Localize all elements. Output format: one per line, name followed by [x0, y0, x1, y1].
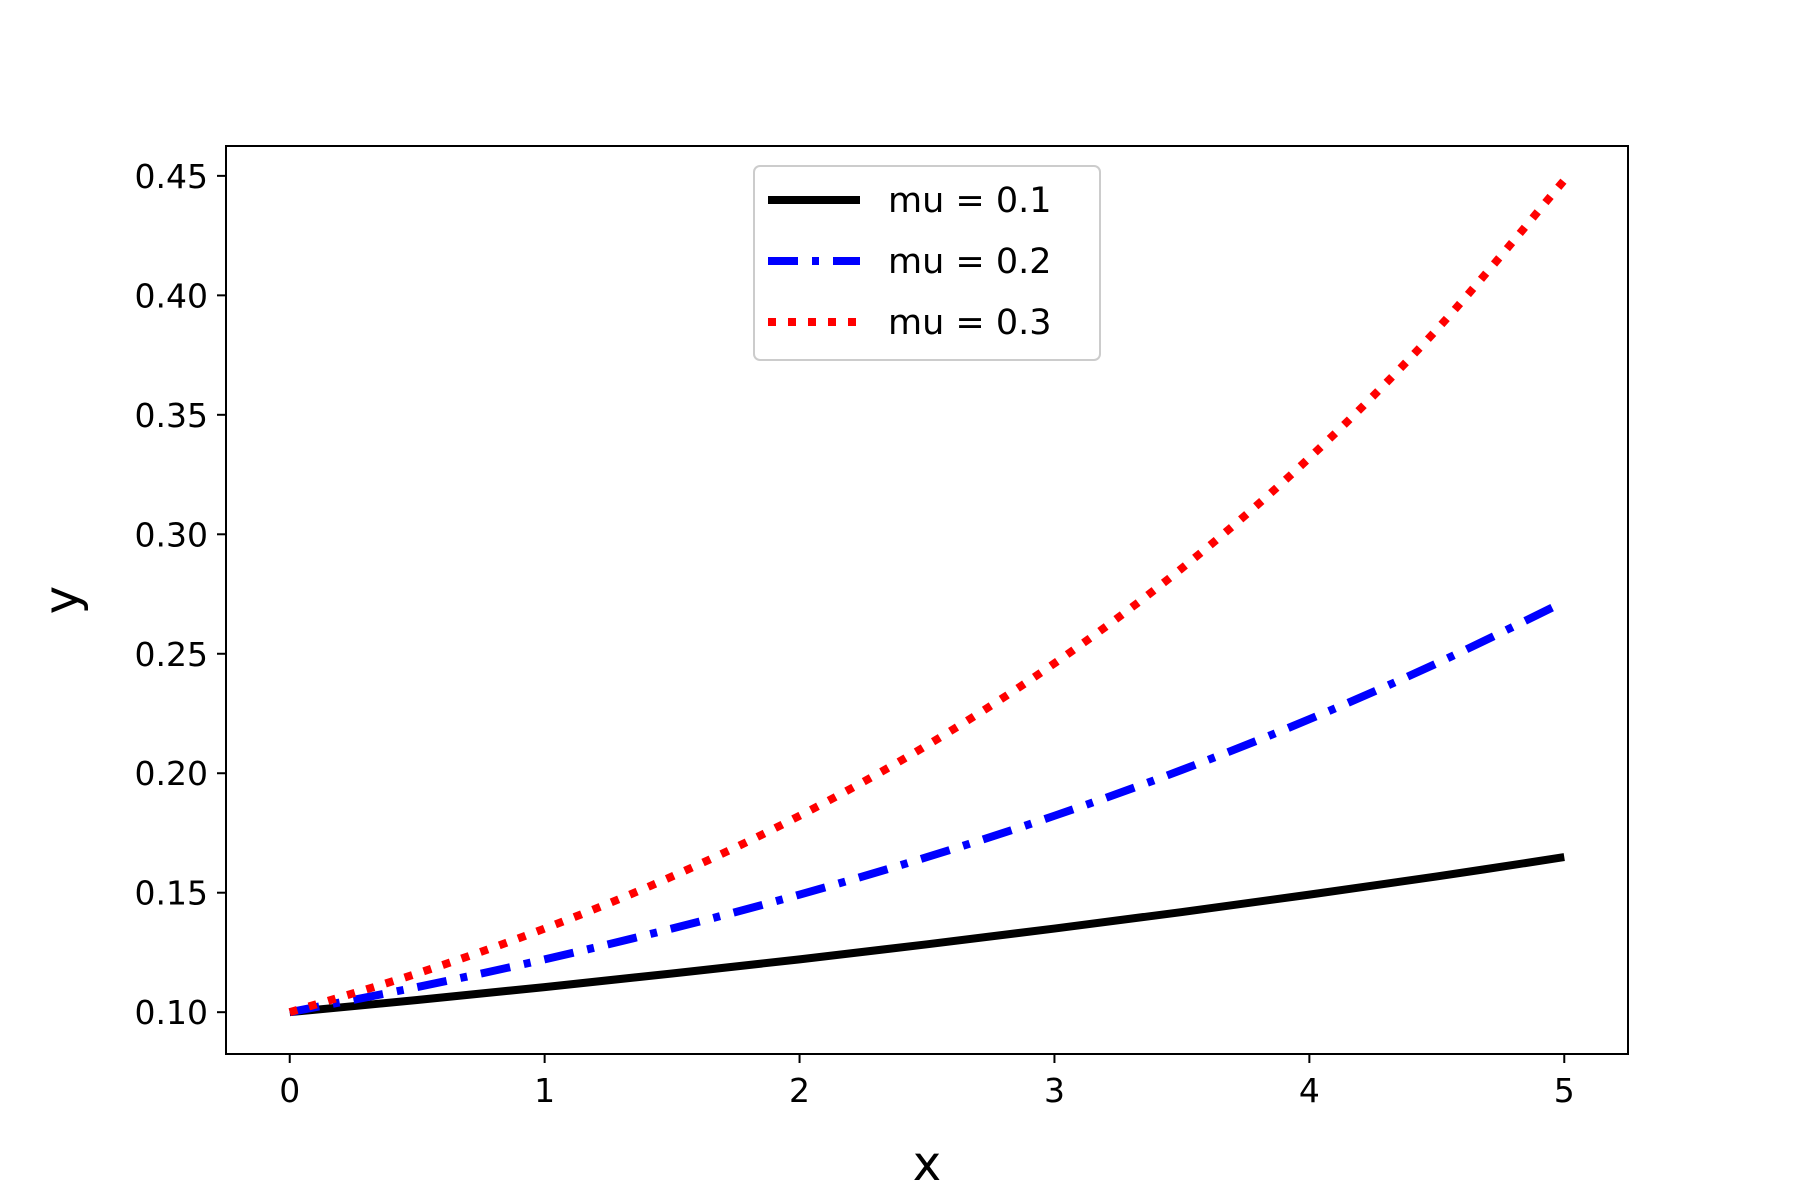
- legend-label-1: mu = 0.1: [888, 181, 1052, 221]
- series-line-1: [289, 853, 1565, 1017]
- y-tick-label: 0.30: [135, 515, 208, 554]
- axes-frame: [225, 145, 1629, 1055]
- y-axis-ticks: 0.10 0.15 0.20 0.25 0.30 0.35 0.40 0.45: [135, 157, 226, 1032]
- y-tick-label: 0.35: [135, 396, 208, 435]
- legend-box: [753, 165, 1101, 361]
- x-axis-ticks: 0 1 2 3 4 5: [279, 1054, 1575, 1110]
- y-tick-label: 0.20: [135, 754, 208, 793]
- x-tick-label: 5: [1554, 1071, 1575, 1110]
- y-tick-label: 0.45: [135, 157, 208, 196]
- series-layer: [288, 177, 1568, 1017]
- legend: mu = 0.1 mu = 0.2 mu = 0.3: [753, 165, 1101, 361]
- series-line-2: [288, 598, 1567, 1017]
- x-tick-label: 2: [789, 1071, 810, 1110]
- y-tick-label: 0.10: [135, 993, 208, 1032]
- y-axis-label: y: [34, 586, 90, 614]
- series-line-3: [288, 177, 1568, 1017]
- x-tick-label: 1: [534, 1071, 555, 1110]
- y-tick-label: 0.40: [135, 276, 208, 315]
- y-tick-label: 0.25: [135, 635, 208, 674]
- x-axis-label: x: [913, 1136, 941, 1192]
- x-tick-label: 4: [1299, 1071, 1320, 1110]
- y-tick-label: 0.15: [135, 874, 208, 913]
- x-tick-label: 3: [1044, 1071, 1065, 1110]
- legend-label-3: mu = 0.3: [888, 303, 1052, 343]
- legend-label-2: mu = 0.2: [888, 242, 1052, 282]
- x-tick-label: 0: [279, 1071, 300, 1110]
